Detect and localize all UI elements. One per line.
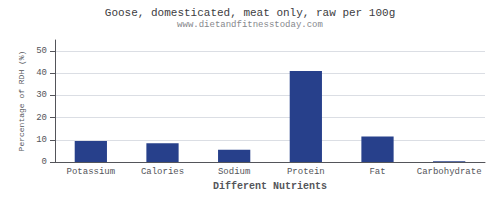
svg-text:Sodium: Sodium [218, 167, 250, 177]
svg-text:0: 0 [42, 157, 47, 167]
svg-text:www.dietandfitnesstoday.com: www.dietandfitnesstoday.com [177, 20, 323, 30]
svg-text:Calories: Calories [141, 167, 184, 177]
svg-text:Protein: Protein [287, 167, 325, 177]
svg-text:Different Nutrients: Different Nutrients [213, 181, 327, 192]
svg-text:40: 40 [36, 68, 47, 78]
svg-text:20: 20 [36, 113, 47, 123]
svg-text:10: 10 [36, 135, 47, 145]
svg-text:Carbohydrate: Carbohydrate [417, 167, 482, 177]
svg-text:Fat: Fat [369, 167, 385, 177]
svg-text:30: 30 [36, 90, 47, 100]
svg-text:50: 50 [36, 46, 47, 56]
svg-text:Goose, domesticated, meat only: Goose, domesticated, meat only, raw per … [105, 7, 395, 19]
svg-text:Percentage of RDH (%): Percentage of RDH (%) [17, 51, 26, 152]
svg-text:Potassium: Potassium [67, 167, 116, 177]
